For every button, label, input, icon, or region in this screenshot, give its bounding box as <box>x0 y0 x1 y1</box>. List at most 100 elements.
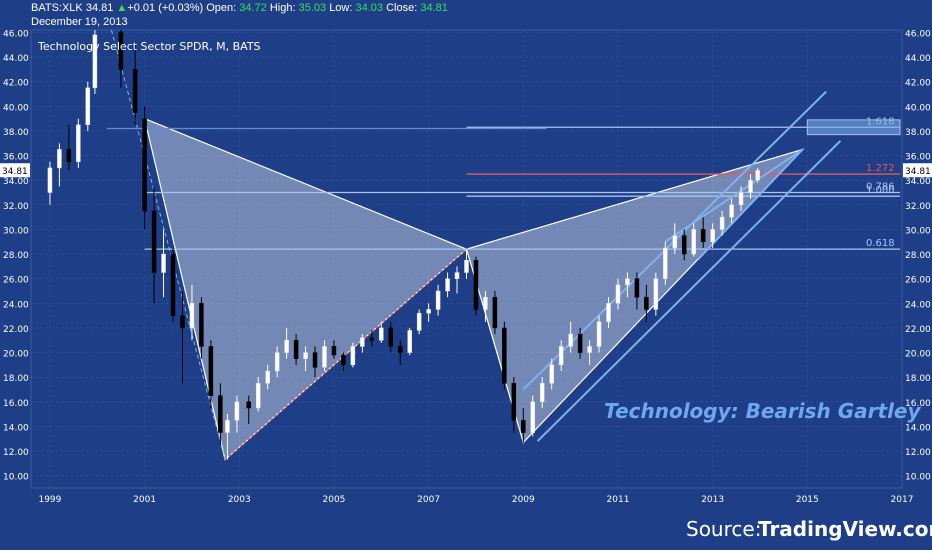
prz-box <box>806 119 901 136</box>
candle-body <box>265 370 270 384</box>
y-tick-label-left: 12.00 <box>3 448 29 458</box>
y-tick-label-left: 32.00 <box>3 202 29 212</box>
y-tick-label-left: 14.00 <box>3 423 29 433</box>
change-value: +0.01 (+0.03%) <box>127 2 204 14</box>
y-tick-label-right: 30.00 <box>905 226 931 236</box>
y-tick-label-right: 12.00 <box>905 448 931 458</box>
x-tick-label: 2017 <box>891 495 914 505</box>
candle-body <box>464 259 469 273</box>
close-label: Close: <box>386 2 418 14</box>
candle-body <box>312 352 318 368</box>
candle-body <box>755 170 760 181</box>
candle-body <box>360 337 365 347</box>
price-badge-left <box>0 163 30 178</box>
y-tick-label-left: 10.00 <box>3 473 29 483</box>
candle-body <box>539 383 545 403</box>
low-label: Low: <box>329 2 353 14</box>
candle-body <box>92 34 98 89</box>
candle-body <box>558 346 564 366</box>
candle-body <box>151 210 157 273</box>
price-badge-left-text: 34.81 <box>2 167 28 177</box>
candle-body <box>682 235 687 255</box>
x-tick-label: 2003 <box>228 495 251 505</box>
candle-body <box>634 278 640 298</box>
candle-body <box>644 296 649 310</box>
y-tick-label-left: 22.00 <box>3 325 29 335</box>
candle-body <box>416 312 422 331</box>
candle-body <box>549 364 554 384</box>
y-tick-label-right: 44.00 <box>905 54 931 64</box>
plot-frame <box>30 29 903 489</box>
candle-body <box>729 204 734 218</box>
fib-level-label: 1.272 <box>866 163 895 174</box>
candle-body <box>234 401 240 421</box>
y-tick-label-right: 24.00 <box>905 300 931 310</box>
candle-body <box>218 395 223 433</box>
candle-body <box>653 278 659 310</box>
candle-body <box>322 346 327 368</box>
candle-body <box>246 401 251 409</box>
x-tick-label: 2001 <box>133 495 156 505</box>
candle-body <box>388 327 394 347</box>
y-tick-label-right: 40.00 <box>905 103 931 113</box>
candle-body <box>606 303 611 323</box>
candle-body <box>142 118 147 212</box>
symbol-label[interactable]: BATS:XLK <box>31 2 83 14</box>
candle-body <box>331 346 337 356</box>
candle-body <box>454 272 460 279</box>
low-value: 34.03 <box>355 2 384 14</box>
candle-body <box>530 401 536 433</box>
high-label: High: <box>269 2 296 14</box>
candle-body <box>118 32 124 70</box>
candle-body <box>57 149 62 169</box>
chart-title: Technology Select Sector SPDR, M, BATS <box>37 40 261 53</box>
fib-level-label: 0.618 <box>866 238 895 249</box>
y-tick-label-left: 44.00 <box>3 54 29 64</box>
candle-body <box>47 167 53 193</box>
source-brand[interactable]: TradingView.com <box>758 517 932 541</box>
candle-body <box>397 346 403 353</box>
candle-body <box>66 149 72 162</box>
candle-body <box>379 327 384 341</box>
y-tick-label-left: 18.00 <box>3 374 29 384</box>
source-prefix: Source: <box>686 517 761 541</box>
up-arrow-icon: ▲ <box>116 2 128 14</box>
candle-body <box>521 420 526 433</box>
candle-body <box>189 303 195 329</box>
fib-level-label: 0.786 <box>866 182 895 193</box>
y-tick-label-left: 20.00 <box>3 350 29 360</box>
x-tick-label: 2005 <box>323 495 346 505</box>
y-tick-label-right: 10.00 <box>905 473 931 483</box>
y-tick-label-right: 18.00 <box>905 374 931 384</box>
wedge-upper-line <box>664 148 804 243</box>
candle-body <box>407 330 412 353</box>
open-label: Open: <box>206 2 237 14</box>
y-tick-label-right: 22.00 <box>905 325 931 335</box>
wedge-lower-line <box>697 148 804 260</box>
candle-body <box>663 247 668 279</box>
y-tick-label-right: 26.00 <box>905 276 931 286</box>
y-tick-label-left: 16.00 <box>3 399 29 409</box>
candle-body <box>76 124 81 162</box>
candle-body <box>587 346 592 353</box>
y-tick-label-left: 46.00 <box>3 29 29 39</box>
candle-body <box>445 278 450 292</box>
quote-date: December 19, 2013 <box>31 16 128 28</box>
y-tick-label-left: 30.00 <box>3 226 29 236</box>
y-tick-label-right: 46.00 <box>905 29 931 39</box>
y-tick-label-right: 14.00 <box>905 423 931 433</box>
y-tick-label-left: 26.00 <box>3 276 29 286</box>
y-tick-label-left: 40.00 <box>3 103 29 113</box>
y-tick-label-left: 36.00 <box>3 153 29 163</box>
candle-body <box>225 420 230 433</box>
candle-body <box>132 69 138 113</box>
candle-body <box>426 309 431 314</box>
candle-body <box>568 333 573 347</box>
candle-body <box>199 303 204 347</box>
y-tick-label-left: 24.00 <box>3 300 29 310</box>
quote-header: BATS:XLK 34.81 ▲+0.01 (+0.03%) Open: 34.… <box>31 2 448 14</box>
candle-body <box>284 340 289 353</box>
candle-body <box>170 253 176 316</box>
y-tick-label-right: 42.00 <box>905 79 931 89</box>
